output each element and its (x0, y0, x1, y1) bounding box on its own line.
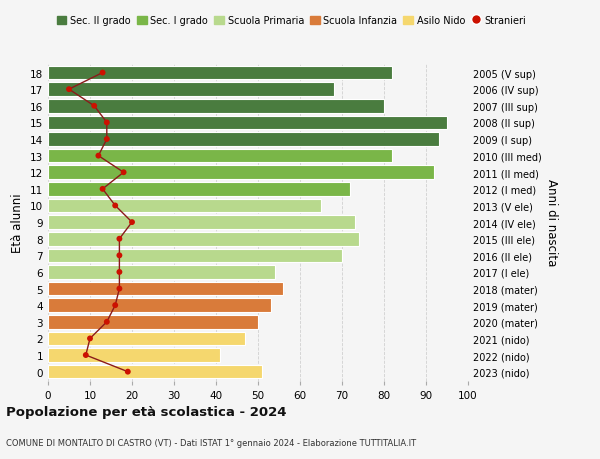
Point (102, 119, 112, 127)
Bar (48, 282, 283, 296)
Bar (48, 216, 355, 230)
Bar (48, 116, 447, 130)
Point (85, 335, 95, 342)
Bar (48, 166, 434, 179)
Point (127, 219, 137, 226)
Bar (48, 365, 262, 379)
Bar (48, 100, 384, 113)
Point (115, 235, 124, 243)
Point (98, 186, 107, 193)
Bar (48, 83, 334, 97)
Legend: Sec. II grado, Sec. I grado, Scuola Primaria, Scuola Infanzia, Asilo Nido, Stran: Sec. II grado, Sec. I grado, Scuola Prim… (53, 12, 530, 30)
Text: Popolazione per età scolastica - 2024: Popolazione per età scolastica - 2024 (6, 405, 287, 419)
Bar (48, 150, 392, 163)
Bar (48, 266, 275, 279)
Bar (48, 348, 220, 362)
Point (110, 302, 120, 309)
Point (119, 169, 128, 177)
Point (98, 70, 107, 77)
Y-axis label: Età alunni: Età alunni (11, 193, 25, 252)
Point (115, 252, 124, 259)
Bar (48, 232, 359, 246)
Point (89, 103, 99, 110)
Point (102, 136, 112, 143)
Bar (48, 67, 392, 80)
Bar (48, 183, 350, 196)
Point (115, 269, 124, 276)
Point (94, 152, 103, 160)
Point (81, 352, 91, 359)
Point (123, 368, 133, 375)
Bar (48, 249, 342, 263)
Bar (48, 133, 439, 146)
Point (115, 285, 124, 293)
Point (64, 86, 74, 94)
Bar (48, 299, 271, 312)
Y-axis label: Anni di nascita: Anni di nascita (545, 179, 558, 266)
Bar (48, 199, 321, 213)
Point (102, 319, 112, 326)
Point (110, 202, 120, 210)
Bar (48, 332, 245, 346)
Bar (48, 315, 258, 329)
Text: COMUNE DI MONTALTO DI CASTRO (VT) - Dati ISTAT 1° gennaio 2024 - Elaborazione TU: COMUNE DI MONTALTO DI CASTRO (VT) - Dati… (6, 438, 416, 447)
